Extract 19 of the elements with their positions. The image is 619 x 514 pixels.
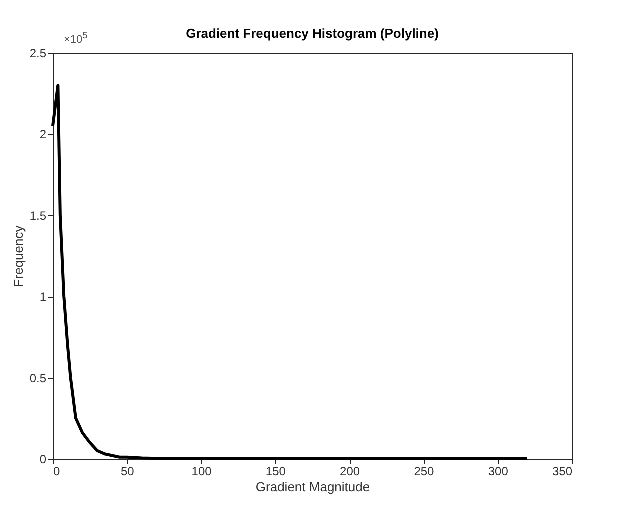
y-tick-label: 1.5 [30,208,47,223]
y-tick-label: 2.5 [30,46,47,60]
x-tick-label: 150 [266,464,286,478]
y-tick-label: 0 [40,452,47,466]
y-axis-title: Frequency [10,225,26,288]
x-tick-label: 100 [192,464,212,478]
x-tick-label: 0 [54,464,60,478]
x-tick-label: 300 [488,464,509,478]
x-tick-label: 250 [414,464,435,478]
x-tick-label: 50 [120,464,135,478]
chart-title: Gradient Frequency Histogram (Polyline) [186,26,439,41]
text: ×10$^{5}$ [64,30,88,46]
line-series [52,84,530,460]
y-tick-label: 1 [40,290,47,304]
x-axis-title: Gradient Magnitude [256,480,370,494]
y-tick-label: 2 [40,128,47,142]
y-tick-label: 0.5 [30,371,47,386]
x-tick-label: 350 [552,464,573,478]
x-tick-label: 200 [340,464,360,478]
